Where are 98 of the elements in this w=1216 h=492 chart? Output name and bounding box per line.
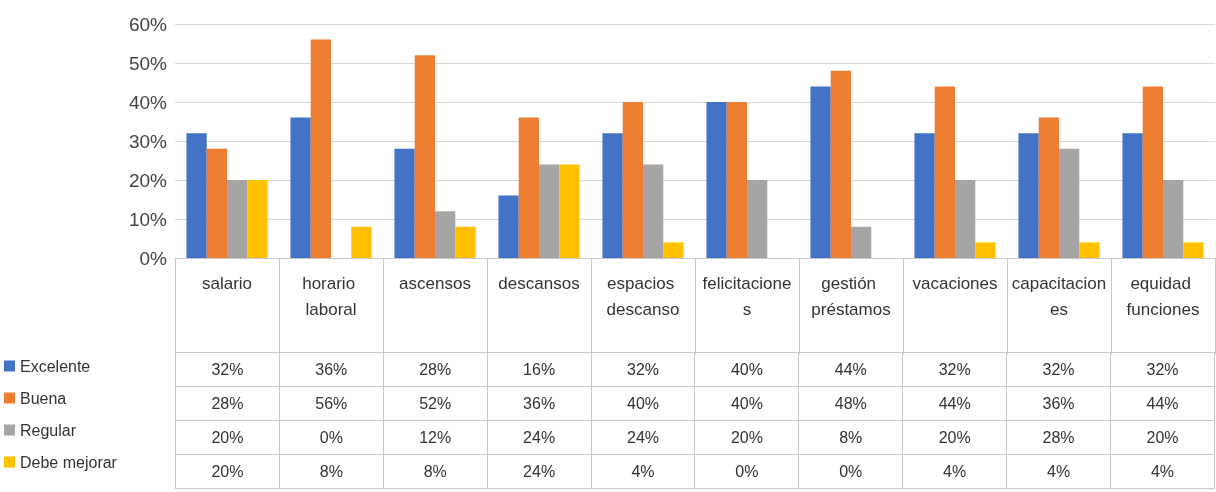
bar [643,164,664,258]
bar [602,133,623,258]
bar [559,164,580,258]
data-label: 28% [175,386,280,421]
bar [227,180,248,258]
bar [455,226,476,258]
data-label: 44% [902,386,1007,421]
x-tick-label: capacitaciones [1011,273,1107,319]
data-label: 52% [383,386,488,421]
data-label: 28% [1006,420,1111,455]
bar [851,226,872,258]
bar [1142,86,1163,258]
data-label: 40% [694,352,799,387]
x-tick-label: descansos [498,273,580,293]
data-label: 0% [694,454,799,489]
bar [290,117,311,258]
bar [975,242,996,258]
legend-label: Regular [20,421,77,439]
bar [747,180,768,258]
bar [1183,242,1204,258]
data-label: 28% [383,352,488,387]
x-tick-label: gestión préstamos [811,273,891,319]
data-label: 4% [1110,454,1215,489]
bar [955,180,976,258]
bar [1122,133,1143,258]
data-label: 36% [279,352,384,387]
y-tick-label: 0% [139,247,168,269]
data-label: 4% [902,454,1007,489]
bar [622,102,643,258]
y-tick-label: 20% [128,169,168,191]
x-tick-label: ascensos [399,273,471,293]
x-tick-label: felicitaciones [702,273,792,319]
data-label: 32% [175,352,280,387]
data-label: 4% [591,454,695,489]
data-label: 24% [591,420,695,455]
data-label: 44% [1110,386,1215,421]
bar [518,117,539,258]
bar [1018,133,1039,258]
y-tick-label: 40% [128,91,168,113]
data-label: 8% [798,420,903,455]
bar [1059,148,1080,258]
data-label: 44% [798,352,903,387]
bar [1163,180,1184,258]
bar [1038,117,1059,258]
data-label: 48% [798,386,903,421]
y-tick-label: 10% [128,208,168,230]
bar [539,164,560,258]
data-label: 32% [591,352,695,387]
bar [810,86,831,258]
y-tick-label: 60% [128,13,168,35]
data-label: 24% [487,420,592,455]
x-tick-label: salario [201,273,253,293]
y-tick-label: 30% [128,130,168,152]
data-label: 40% [591,386,695,421]
x-tick-label: vacaciones [912,273,998,293]
data-label: 0% [279,420,384,455]
data-label: 32% [902,352,1007,387]
data-label: 32% [1110,352,1215,387]
bar [394,148,415,258]
legend-label: Debe mejorar [20,453,118,471]
bar [914,133,935,258]
bar [830,70,851,258]
data-label: 20% [175,420,280,455]
data-label: 36% [1006,386,1111,421]
legend-label: Excelente [20,357,91,375]
bar [1079,242,1100,258]
y-tick-label: 50% [128,52,168,74]
x-tick-label: espacios descanso [606,273,680,319]
bar [934,86,955,258]
legend-label: Buena [20,389,67,407]
data-label: 32% [1006,352,1111,387]
data-label: 8% [279,454,384,489]
bar [726,102,747,258]
data-label: 56% [279,386,384,421]
data-label: 8% [383,454,488,489]
bar [498,195,519,258]
x-tick-label: equidad funciones [1126,273,1200,319]
data-label: 16% [487,352,592,387]
data-label: 0% [798,454,903,489]
bar [706,102,727,258]
bar [206,148,227,258]
data-label: 24% [487,454,592,489]
bar [663,242,684,258]
bar [435,211,456,258]
data-label: 20% [902,420,1007,455]
data-label: 20% [1110,420,1215,455]
bar [351,226,372,258]
bar [247,180,268,258]
data-label: 4% [1006,454,1111,489]
bar [310,39,331,258]
data-label: 20% [694,420,799,455]
bar [186,133,207,258]
data-label: 20% [175,454,280,489]
x-tick-label: horario laboral [302,273,360,319]
data-label: 36% [487,386,592,421]
data-label: 12% [383,420,488,455]
data-label: 40% [694,386,799,421]
bar [414,55,435,258]
